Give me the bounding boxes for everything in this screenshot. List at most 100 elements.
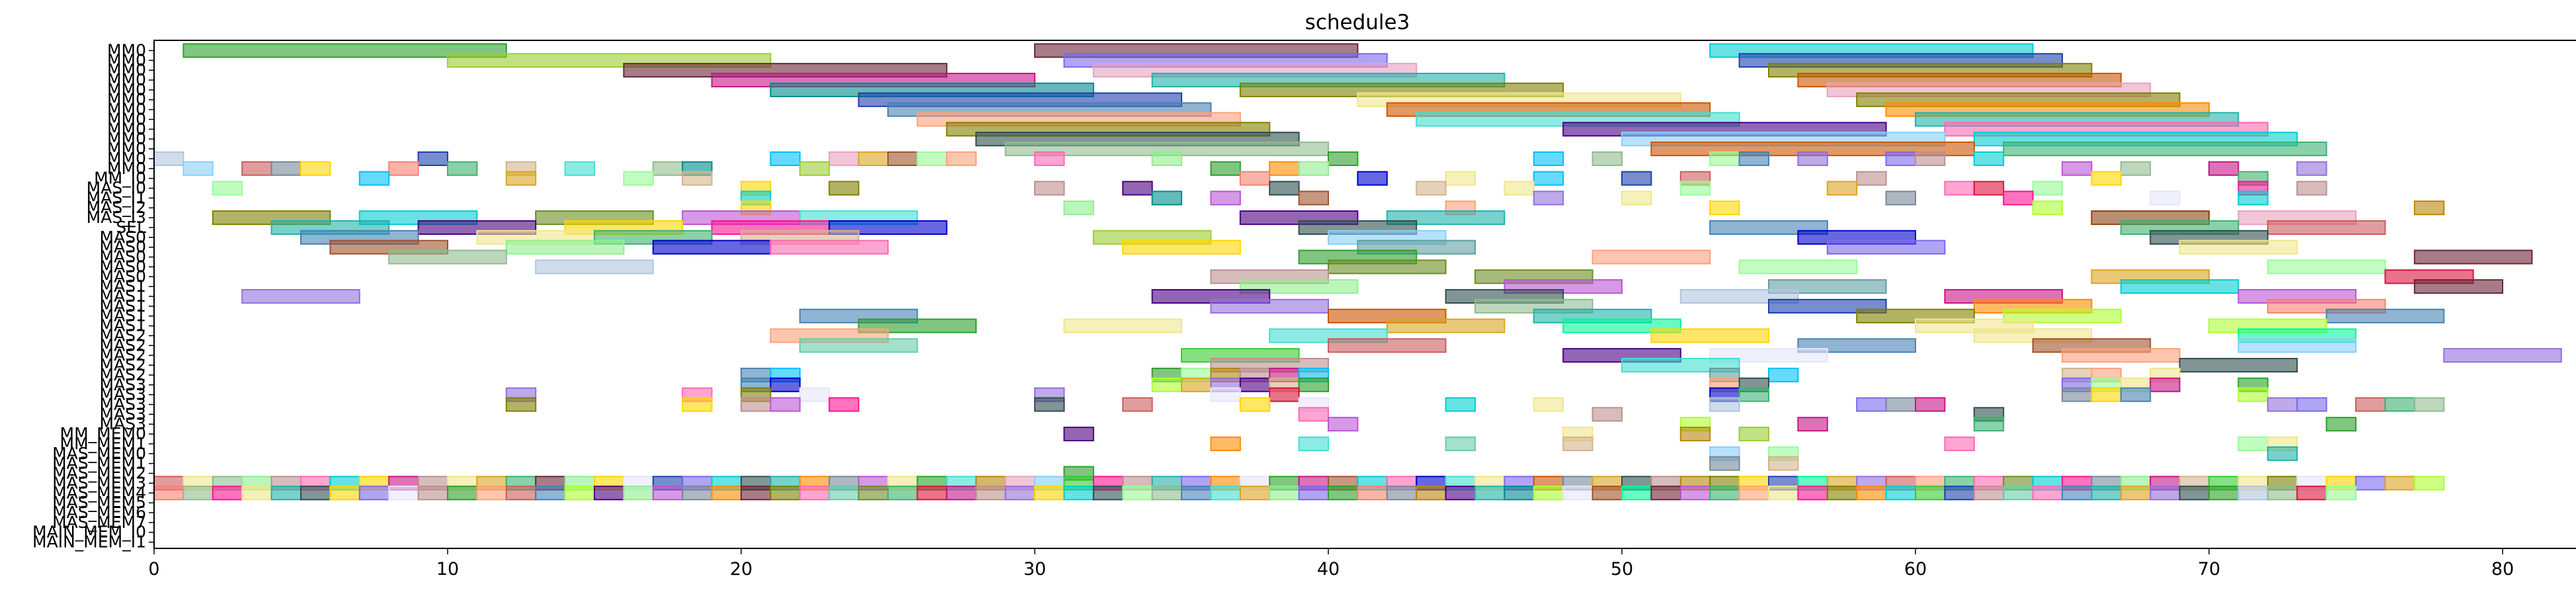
task-bar — [1533, 397, 1564, 412]
task-bar — [2237, 338, 2356, 353]
y-tick-label: MAS0 — [100, 237, 146, 257]
task-bar — [946, 486, 977, 501]
y-tick-label: MM0 — [107, 80, 146, 99]
task-bar — [770, 397, 801, 412]
task-bar — [623, 171, 654, 186]
task-bar — [1357, 486, 1388, 501]
task-bar — [1533, 486, 1564, 501]
task-bar — [2062, 348, 2181, 363]
task-bar — [1063, 486, 1094, 501]
task-bar — [270, 161, 302, 176]
task-bar — [2413, 249, 2533, 265]
task-bar — [2355, 476, 2386, 491]
y-tick-label: MAS2 — [100, 365, 146, 384]
task-bar — [447, 486, 478, 501]
task-bar — [2150, 486, 2181, 501]
task-bar — [1122, 239, 1241, 255]
task-bar — [2208, 486, 2239, 501]
task-bar — [1533, 151, 1564, 166]
task-bar — [1328, 417, 1359, 432]
task-bar — [770, 377, 801, 392]
task-bar — [2062, 387, 2093, 402]
task-bar — [1768, 456, 1799, 471]
y-tick-label: MAS_MEM7 — [52, 513, 146, 532]
task-bar — [1357, 171, 1388, 186]
task-bar — [1856, 171, 1887, 186]
y-tick-label: MAIN_MEM_I0 — [32, 523, 146, 542]
y-tick-label: MAS_MEM1 — [52, 454, 146, 473]
task-bar — [770, 151, 801, 166]
task-bars — [153, 43, 2562, 501]
task-bar — [828, 151, 860, 166]
task-bar — [1416, 486, 1447, 501]
task-bar — [1298, 377, 1329, 392]
task-bar — [1944, 181, 1975, 196]
task-bar — [2413, 476, 2445, 491]
task-bar — [2296, 397, 2327, 412]
task-bar — [1738, 427, 1770, 442]
task-bar — [682, 486, 713, 501]
task-bar — [1210, 298, 1330, 314]
task-bar — [388, 486, 419, 501]
y-tick-label: MAS2 — [100, 345, 146, 364]
task-bar — [1709, 151, 1740, 166]
task-bar — [1915, 397, 1946, 412]
task-bar — [682, 171, 713, 186]
task-bar — [153, 151, 184, 166]
task-bar — [1797, 417, 1828, 432]
task-bar — [2355, 397, 2386, 412]
task-bar — [505, 239, 625, 255]
task-bar — [505, 397, 537, 412]
task-bar — [770, 239, 889, 255]
x-tick-label: 80 — [2491, 559, 2514, 579]
task-bar — [1298, 191, 1329, 206]
y-tick-label: MM_MEM1 — [60, 434, 146, 453]
task-bar — [2325, 308, 2445, 323]
task-bar — [652, 486, 684, 501]
task-bar — [212, 181, 243, 196]
task-bar — [1210, 486, 1241, 501]
task-bar — [2032, 200, 2064, 216]
task-bar — [564, 486, 595, 501]
task-bar — [1709, 200, 1740, 216]
task-bar — [1151, 486, 1182, 501]
y-tick-label: MAS1 — [100, 286, 146, 306]
task-bar — [1915, 486, 1946, 501]
task-bar — [652, 239, 772, 255]
y-tick-label: MAS_MEM3 — [52, 473, 146, 492]
task-bar — [1679, 486, 1711, 501]
task-bar — [1298, 486, 1329, 501]
task-bar — [1210, 436, 1241, 451]
task-bar — [1679, 181, 1711, 196]
task-bar — [1328, 486, 1359, 501]
task-bar — [535, 259, 654, 275]
task-bar — [1738, 151, 1770, 166]
task-bar — [1386, 318, 1506, 333]
task-bar — [447, 161, 478, 176]
x-tick-label: 10 — [436, 559, 459, 579]
task-bar — [1591, 249, 1711, 265]
y-tick-label: MAS3 — [100, 385, 146, 404]
task-bar — [1591, 151, 1623, 166]
task-bar — [1944, 486, 1975, 501]
task-bar — [1797, 486, 1828, 501]
task-bar — [1239, 397, 1271, 412]
task-bar — [2237, 486, 2269, 501]
task-bar — [799, 161, 830, 176]
task-bar — [741, 397, 772, 412]
y-tick-label: MM0 — [107, 139, 146, 158]
task-bar — [1679, 427, 1711, 442]
task-bar — [1269, 486, 1300, 501]
task-bar — [1181, 486, 1212, 501]
task-bar — [2179, 486, 2210, 501]
y-tick-label: MAS_MEM0 — [52, 444, 146, 463]
task-bar — [1151, 191, 1182, 206]
task-bar — [300, 161, 331, 176]
task-bar — [505, 171, 537, 186]
task-bar — [212, 486, 243, 501]
task-bar — [1709, 397, 1740, 412]
task-bar — [1709, 456, 1740, 471]
y-tick-label: MM0 — [107, 149, 146, 168]
task-bar — [1181, 377, 1212, 392]
